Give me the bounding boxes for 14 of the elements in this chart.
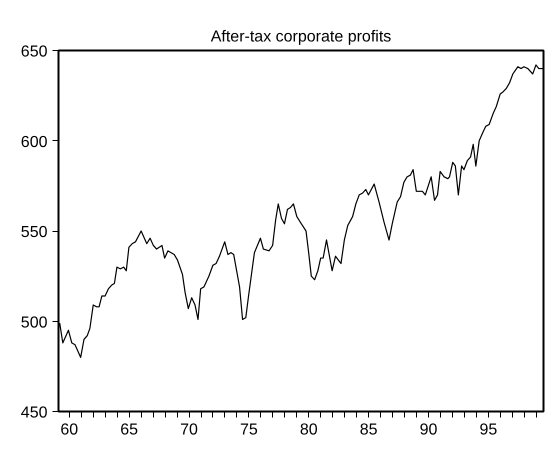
x-tick-label: 70	[180, 422, 198, 438]
x-tick-label: 85	[360, 422, 378, 438]
y-tick-label: 600	[20, 134, 48, 151]
x-tick-label: 65	[120, 422, 138, 438]
x-tick-label: 75	[240, 422, 258, 438]
x-tick-label: 80	[300, 422, 318, 438]
y-tick-label: 650	[20, 44, 48, 60]
x-tick-label: 90	[420, 422, 438, 438]
chart-title: After-tax corporate profits	[210, 28, 392, 46]
x-tick-label: 95	[480, 422, 498, 438]
y-tick-label: 500	[20, 314, 48, 332]
y-tick-label: 450	[20, 404, 48, 422]
y-tick-label: 550	[20, 224, 48, 241]
x-tick-label: 60	[60, 422, 78, 438]
